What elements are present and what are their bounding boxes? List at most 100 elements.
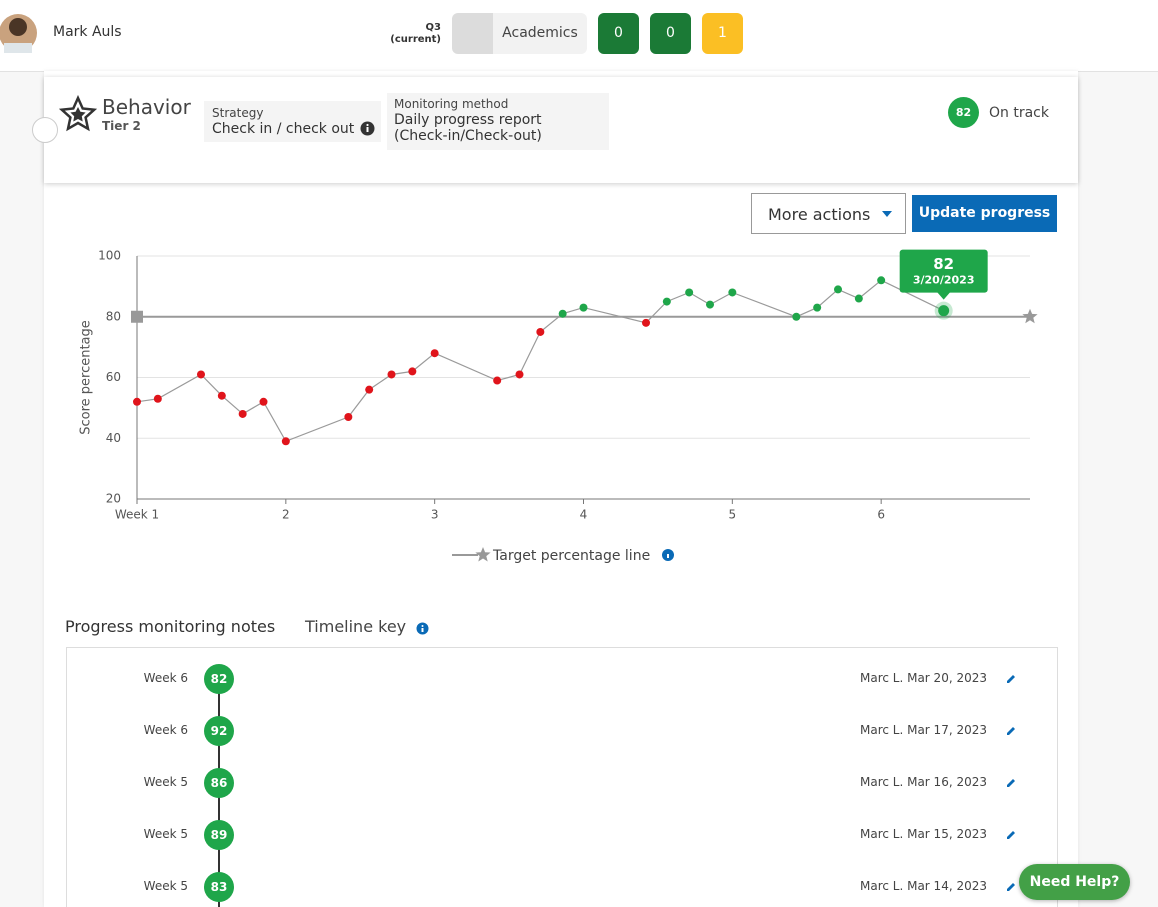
count-badge: 1 [702, 13, 743, 54]
count-badge: 0 [598, 13, 639, 54]
data-point [515, 370, 524, 379]
x-tick-label: 2 [282, 508, 290, 522]
strategy-box [204, 101, 381, 142]
star-icon [59, 95, 97, 132]
x-tick-label: 6 [877, 508, 885, 522]
data-point [217, 391, 226, 400]
update-progress-button[interactable]: Update progress [912, 195, 1057, 232]
data-point [387, 370, 396, 379]
edit-icon[interactable] [1005, 881, 1017, 893]
avatar [0, 14, 37, 53]
method-box [387, 93, 609, 150]
edit-icon[interactable] [1005, 829, 1017, 841]
tab-icon-box [452, 13, 493, 54]
data-point [706, 300, 715, 309]
data-point [153, 394, 162, 403]
entry-author: Marc L. Mar 20, 2023 [860, 671, 987, 685]
method-value: Daily progress report [394, 112, 542, 128]
data-point [877, 276, 886, 285]
data-point [536, 327, 545, 336]
y-tick-label: 20 [106, 492, 121, 506]
help-icon-mark [667, 554, 669, 558]
info-icon [360, 121, 375, 136]
data-point [728, 288, 737, 297]
data-point [813, 303, 822, 312]
help-icon [416, 622, 429, 635]
x-tick-label: Week 1 [115, 508, 159, 522]
method-value: (Check-in/Check-out) [394, 128, 542, 144]
data-point [133, 397, 141, 406]
edit-icon[interactable] [1005, 673, 1017, 685]
data-point [792, 312, 801, 321]
plan-tier: Tier 2 [102, 119, 141, 133]
data-point [579, 303, 588, 312]
data-point [196, 370, 205, 379]
data-point [238, 409, 247, 418]
entry-week: Week 5 [143, 827, 188, 841]
method-label: Monitoring method [394, 97, 509, 111]
entry-week: Week 5 [143, 879, 188, 893]
data-point [281, 437, 290, 446]
y-tick-label: 40 [106, 431, 121, 445]
x-tick-label: 3 [431, 508, 439, 522]
data-point [685, 288, 694, 297]
data-point [493, 376, 502, 385]
more-actions-button[interactable]: More actions [751, 193, 906, 234]
target-end [1022, 308, 1038, 324]
y-tick-label: 60 [106, 370, 121, 384]
tooltip-box [899, 249, 988, 293]
y-axis-label: Score percentage [79, 320, 94, 435]
entry-week: Week 6 [143, 723, 188, 737]
strategy-label: Strategy [212, 106, 264, 120]
legend-label: Target percentage line [492, 548, 650, 564]
entry-score: 83 [204, 872, 234, 902]
data-line [136, 279, 944, 443]
tooltip-value: 82 [933, 255, 954, 273]
data-point [344, 412, 353, 421]
tooltip-pointer [936, 291, 951, 300]
entry-author: Marc L. Mar 16, 2023 [860, 775, 987, 789]
edit-icon[interactable] [1005, 777, 1017, 789]
x-tick-label: 4 [580, 508, 588, 522]
data-point [834, 285, 843, 294]
entry-score: 82 [204, 664, 234, 694]
entry-week: Week 6 [143, 671, 188, 685]
data-point [408, 367, 417, 376]
notes-title: Progress monitoring notes [65, 617, 276, 636]
data-point [854, 294, 863, 303]
user-name: Mark Auls [53, 24, 122, 40]
tooltip-date: 3/20/2023 [913, 274, 975, 287]
term-note: (current) [390, 34, 441, 45]
y-tick-label: 100 [98, 249, 121, 263]
x-tick-label: 5 [729, 508, 737, 522]
term: Q3 [425, 22, 441, 33]
strategy-value: Check in / check out [212, 121, 355, 137]
data-point [938, 305, 950, 317]
caret-icon [882, 211, 892, 217]
chart: 20 40 60 80 100 Week 1 2 3 4 5 6 Score percentage 82… [79, 249, 1038, 564]
status-score: 82 [948, 97, 979, 128]
tab[interactable]: Academics [493, 13, 587, 54]
target-start [131, 310, 143, 323]
count-badge: 0 [650, 13, 691, 54]
entry-score: 86 [204, 768, 234, 798]
entry-score: 89 [204, 820, 234, 850]
timeline-key[interactable]: Timeline key [305, 617, 407, 636]
collapse-button[interactable] [32, 117, 58, 143]
need-help-button[interactable]: Need Help? [1019, 864, 1130, 900]
entry-week: Week 5 [143, 775, 188, 789]
edit-icon[interactable] [1005, 725, 1017, 737]
status-text: On track [989, 105, 1049, 121]
data-point [662, 297, 671, 306]
plan-title: Behavior [102, 95, 191, 119]
entry-author: Marc L. Mar 17, 2023 [860, 723, 987, 737]
data-point [365, 385, 374, 394]
data-point [558, 309, 567, 318]
entry-author: Marc L. Mar 14, 2023 [860, 879, 987, 893]
data-point [642, 318, 651, 327]
legend-star [475, 547, 491, 562]
data-point [259, 397, 268, 406]
data-point [430, 349, 439, 358]
entry-author: Marc L. Mar 15, 2023 [860, 827, 987, 841]
